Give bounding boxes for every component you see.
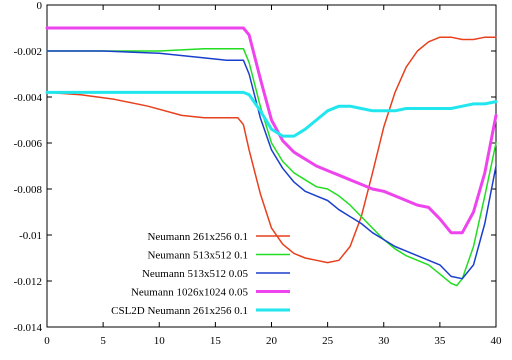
y-tick-label: -0.006	[14, 138, 43, 150]
x-axis: 0 5 10 15 20 25 30 35 40	[44, 5, 502, 347]
x-tick-label: 5	[100, 335, 106, 347]
x-tick-label: 40	[491, 335, 503, 347]
y-axis: 0 -0.002 -0.004 -0.006 -0.008 -0.01 -0.012 -0.0…	[14, 0, 496, 334]
plot-frame	[46, 4, 497, 328]
plot-border	[46, 4, 497, 328]
y-tick-label: -0.002	[14, 46, 42, 58]
legend-label-0: Neumann 261x256 0.1	[147, 231, 248, 243]
legend: Neumann 261x256 0.1 Neumann 513x512 0.1 Ne…	[111, 231, 290, 317]
x-tick-label: 0	[44, 335, 50, 347]
legend-label-1: Neumann 513x512 0.1	[147, 250, 248, 262]
y-tick-label: 0	[37, 0, 43, 12]
series-line-1	[46, 47, 497, 287]
x-tick-label: 15	[210, 335, 222, 347]
x-tick-label: 30	[378, 335, 390, 347]
series-lines	[45, 26, 498, 287]
x-tick-label: 10	[154, 335, 166, 347]
series-line-4	[45, 90, 498, 138]
legend-label-2: Neumann 513x512 0.05	[142, 268, 249, 280]
legend-label-3: Neumann 1026x1024 0.05	[131, 287, 249, 299]
series-line-0	[46, 36, 497, 264]
legend-label-4: CSL2D Neumann 261x256 0.1	[111, 305, 248, 317]
y-tick-label: -0.008	[14, 184, 43, 196]
y-tick-label: -0.01	[19, 230, 42, 242]
series-line-3	[45, 26, 498, 235]
x-tick-label: 35	[434, 335, 446, 347]
y-tick-label: -0.012	[14, 276, 42, 288]
y-tick-label: -0.014	[14, 322, 43, 334]
x-tick-label: 20	[266, 335, 278, 347]
series-line-2	[46, 50, 497, 280]
y-tick-label: -0.004	[14, 92, 43, 104]
x-tick-label: 25	[322, 335, 334, 347]
